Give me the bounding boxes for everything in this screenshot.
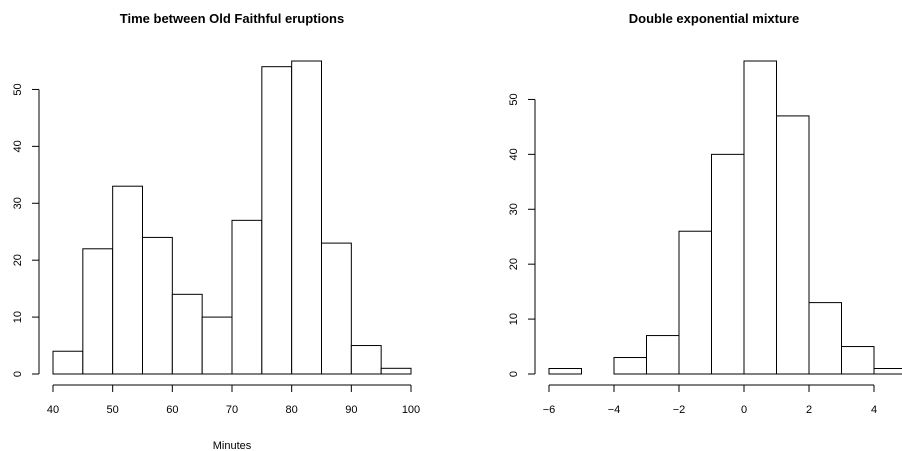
x-tick-label: 80	[286, 404, 298, 416]
x-axis: 40 50 60 70 80 90 100	[47, 384, 420, 416]
y-tick-label: 50	[508, 93, 520, 105]
x-tick-label: 70	[226, 404, 238, 416]
histogram-bar	[350, 345, 382, 375]
histogram-bar	[711, 153, 745, 375]
x-tick-label: −4	[608, 404, 621, 416]
bars	[548, 60, 902, 375]
x-tick-label: −6	[543, 404, 556, 416]
histogram-bar	[261, 66, 293, 375]
x-axis-label: Minutes	[213, 440, 252, 451]
histogram-bar	[613, 357, 647, 375]
y-tick-label: 30	[12, 197, 24, 209]
histogram-bar	[52, 350, 84, 375]
y-tick-label: 10	[508, 313, 520, 325]
chart-title: Double exponential mixture	[629, 11, 799, 26]
histogram-bar	[291, 60, 322, 375]
x-tick-label: 0	[741, 404, 747, 416]
x-tick-label: 100	[402, 404, 420, 416]
y-tick-label: 30	[508, 203, 520, 215]
x-tick-label: 60	[166, 404, 178, 416]
histogram-bar	[380, 367, 412, 375]
y-tick-label: 40	[12, 140, 24, 152]
histogram-old-faithful: Time between Old Faithful eruptions 40 50…	[12, 11, 420, 451]
y-tick-label: 20	[12, 254, 24, 266]
y-tick-label: 10	[12, 311, 24, 323]
x-tick-label: −2	[673, 404, 686, 416]
histogram-bar	[873, 368, 902, 375]
histogram-bar	[808, 302, 842, 375]
histogram-double-exponential: Double exponential mixture −6 −4 −2 0 2 4 0 10…	[508, 11, 902, 416]
bars	[52, 60, 412, 375]
y-tick-label: 50	[12, 83, 24, 95]
histogram-bar	[201, 316, 233, 375]
histogram-bar	[82, 248, 114, 375]
histogram-bar	[231, 219, 263, 375]
chart-title: Time between Old Faithful eruptions	[120, 11, 344, 26]
histogram-bar	[112, 185, 143, 375]
x-tick-label: 90	[345, 404, 357, 416]
histogram-bar	[743, 60, 777, 375]
histogram-bar	[678, 230, 712, 375]
x-tick-label: 40	[47, 404, 59, 416]
x-axis: −6 −4 −2 0 2 4	[543, 384, 877, 416]
y-tick-label: 0	[508, 371, 520, 377]
histogram-bar	[321, 242, 352, 375]
histogram-bar	[776, 115, 810, 375]
y-tick-label: 0	[12, 371, 24, 377]
histogram-bar	[548, 368, 582, 375]
x-tick-label: 50	[107, 404, 119, 416]
y-axis: 0 10 20 30 40 50	[12, 83, 40, 377]
x-tick-label: 4	[871, 404, 877, 416]
histogram-bar	[171, 293, 203, 375]
y-tick-label: 20	[508, 258, 520, 270]
y-tick-label: 40	[508, 148, 520, 160]
histogram-bar	[646, 335, 680, 375]
y-axis: 0 10 20 30 40 50	[508, 93, 536, 377]
x-tick-label: 2	[806, 404, 812, 416]
histogram-bar	[841, 346, 875, 375]
histogram-bar	[142, 236, 173, 375]
